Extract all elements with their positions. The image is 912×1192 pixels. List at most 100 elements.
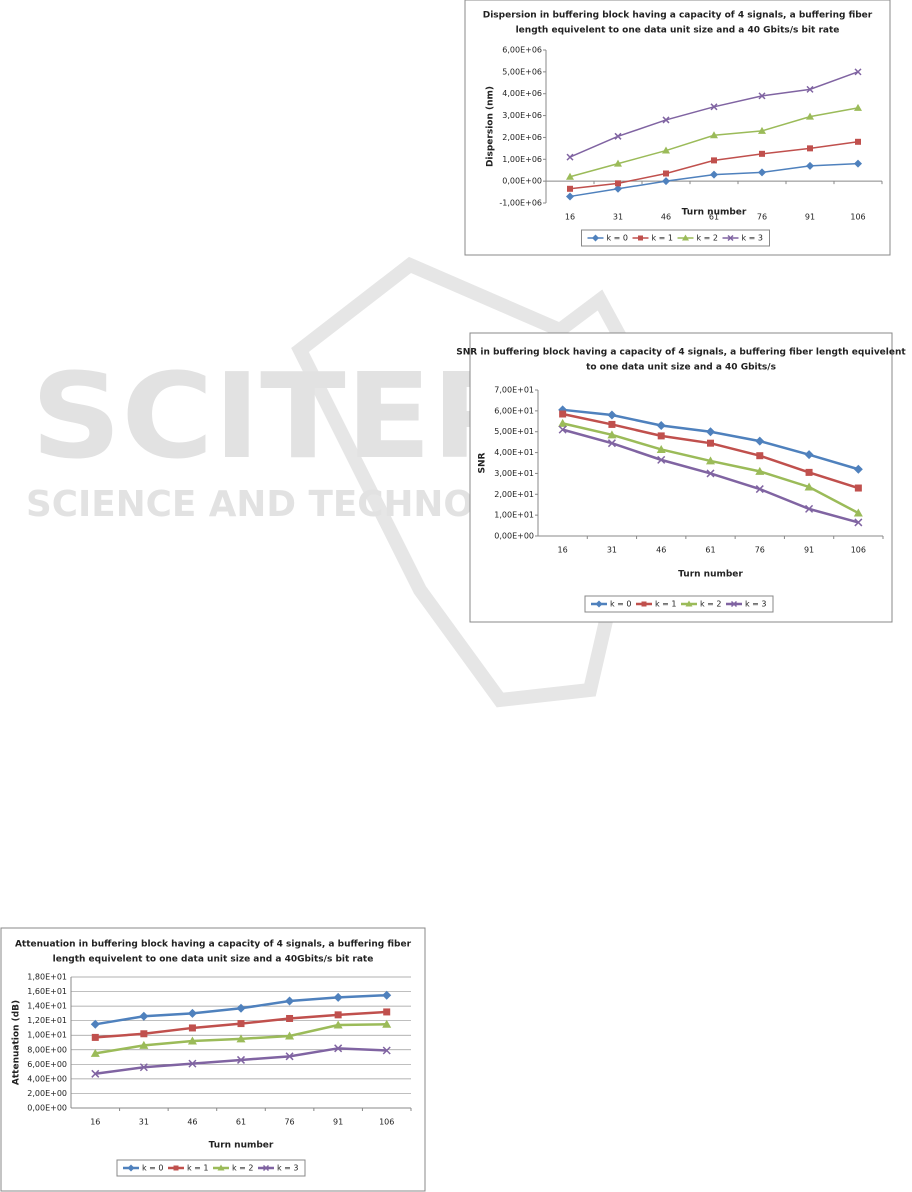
marker [707, 439, 714, 447]
y-tick-label: 4,00E+01 [494, 448, 534, 457]
marker [334, 1044, 343, 1053]
y-axis-label: SNR [478, 452, 488, 473]
marker [615, 180, 621, 187]
x-tick-label: 61 [236, 1118, 246, 1127]
y-tick-label: 0,00E+00 [494, 532, 534, 541]
marker [807, 145, 813, 152]
marker [853, 508, 863, 517]
marker [614, 159, 622, 167]
marker [804, 450, 814, 460]
marker [91, 1069, 100, 1078]
x-tick-label: 106 [379, 1118, 394, 1127]
marker [656, 444, 666, 453]
marker [662, 146, 670, 154]
marker [285, 1052, 294, 1061]
marker [608, 420, 616, 428]
chart: Attenuation in buffering block having a … [0, 927, 426, 1192]
marker [187, 1036, 197, 1045]
marker [641, 601, 647, 607]
x-tick-label: 46 [187, 1118, 197, 1127]
legend-label: k = 0 [607, 234, 629, 243]
marker [334, 1011, 342, 1019]
x-tick-label: 31 [139, 1118, 149, 1127]
marker [236, 1055, 246, 1065]
marker [558, 418, 568, 427]
legend-label: k = 3 [745, 600, 767, 609]
marker [755, 466, 765, 475]
marker [90, 1048, 100, 1057]
marker [710, 131, 718, 139]
x-tick-label: 16 [558, 546, 568, 555]
x-axis-label: Turn number [682, 208, 747, 218]
y-tick-label: 0,00E+00 [502, 177, 542, 186]
y-tick-label: 5,00E+06 [502, 67, 542, 76]
marker [262, 1164, 270, 1172]
x-tick-label: 16 [90, 1118, 100, 1127]
marker [140, 1030, 148, 1038]
y-tick-label: 1,40E+01 [27, 1002, 67, 1011]
marker [236, 1034, 246, 1043]
marker [188, 1024, 196, 1032]
marker [237, 1020, 245, 1028]
legend-label: k = 1 [187, 1164, 209, 1173]
marker [567, 185, 573, 192]
legend-label: k = 0 [142, 1164, 164, 1173]
marker [662, 116, 670, 124]
marker [383, 1008, 391, 1016]
marker [566, 153, 574, 161]
marker [592, 234, 599, 242]
marker [706, 456, 715, 465]
x-tick-label: 91 [333, 1118, 343, 1127]
marker [333, 1020, 343, 1029]
legend-box [581, 229, 770, 247]
marker [286, 1014, 294, 1022]
marker [91, 1033, 99, 1041]
legend-label: k = 2 [232, 1164, 254, 1173]
marker [758, 92, 766, 100]
marker [559, 410, 567, 418]
marker [607, 410, 617, 420]
y-tick-label: 4,00E+06 [502, 89, 542, 98]
chart: Dispersion in buffering block having a c… [464, 0, 891, 256]
chart-title: SNR in buffering block having a capacity… [456, 348, 906, 358]
marker [854, 68, 862, 76]
x-tick-label: 31 [613, 213, 623, 222]
marker [173, 1165, 179, 1171]
marker [755, 485, 764, 494]
marker [854, 518, 863, 527]
legend-label: k = 0 [610, 600, 632, 609]
y-tick-label: 1,00E+01 [494, 511, 534, 520]
x-tick-label: 91 [805, 213, 815, 222]
x-tick-label: 61 [709, 213, 719, 222]
marker [806, 161, 814, 170]
marker [706, 427, 715, 437]
marker [566, 172, 574, 180]
y-axis-label: Attenuation (dB) [12, 1000, 22, 1085]
marker [657, 432, 665, 440]
marker [756, 452, 764, 460]
x-tick-label: 76 [755, 546, 765, 555]
y-tick-label: 6,00E+00 [27, 1060, 67, 1069]
chart-frame [464, 0, 891, 256]
y-tick-label: 5,00E+01 [494, 427, 534, 436]
y-tick-label: 1,60E+01 [27, 987, 67, 996]
chart-title: Dispersion in buffering block having a c… [483, 11, 873, 21]
marker [759, 150, 765, 157]
marker [614, 132, 622, 140]
marker [805, 504, 814, 513]
legend-box [116, 1159, 306, 1177]
marker [285, 996, 295, 1006]
chart: SNR in buffering block having a capacity… [456, 332, 906, 623]
y-tick-label: 7,00E+01 [494, 386, 534, 395]
marker [90, 1019, 100, 1029]
y-tick-label: 4,00E+00 [27, 1074, 67, 1083]
chart-title: length equivelent to one data unit size … [53, 955, 374, 965]
legend-label: k = 1 [655, 600, 677, 609]
marker [382, 1046, 391, 1055]
chart-title: Attenuation in buffering block having a … [15, 940, 412, 950]
marker [853, 464, 863, 474]
legend-label: k = 2 [697, 234, 719, 243]
y-tick-label: 2,00E+00 [27, 1089, 67, 1098]
x-tick-label: 106 [850, 213, 865, 222]
marker [854, 159, 862, 168]
